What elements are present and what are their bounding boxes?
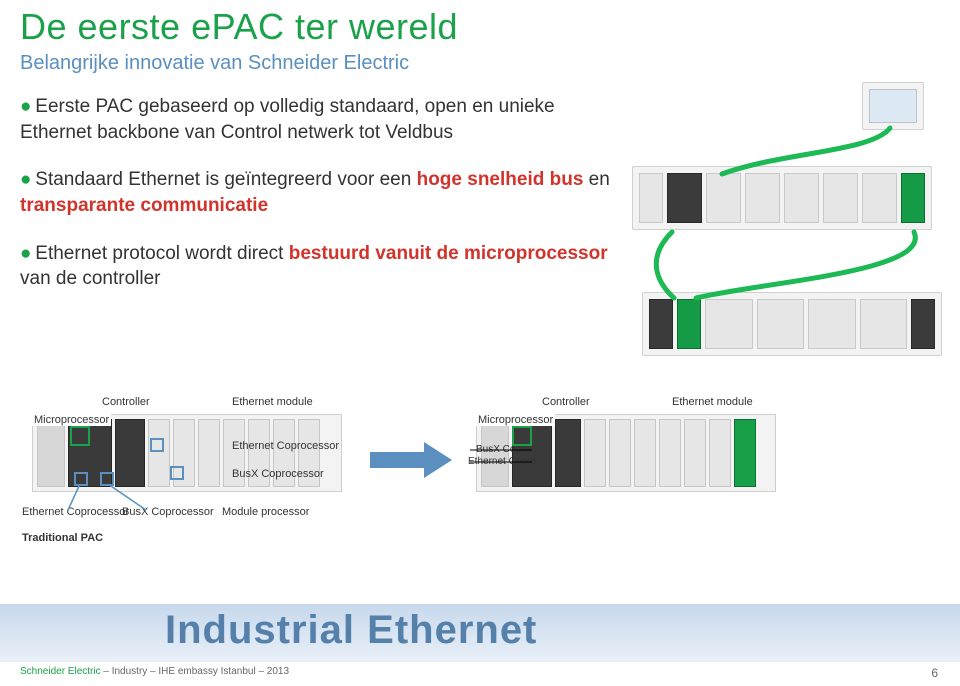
label-module-proc: Module processor (222, 506, 309, 518)
workstation-icon (862, 82, 924, 130)
label-microprocessor-right: Microprocessor (476, 414, 555, 426)
footer-brand: Schneider Electric (20, 666, 101, 677)
plc-slot (706, 173, 741, 223)
label-eth-coproc: Ethernet Coprocessor (232, 440, 339, 452)
plc-slot (784, 173, 819, 223)
highlight-microprocessor-left (70, 426, 90, 446)
plc-slot (555, 419, 581, 487)
plc-rack-lower (642, 292, 942, 356)
bullet-list: ● Eerste PAC gebaseerd op volledig stand… (20, 94, 610, 314)
bullet-3-mid: van de controller (20, 268, 160, 289)
plc-slot (634, 419, 656, 487)
bullet-2-mid: en (583, 169, 609, 190)
label-eth-coproc-bottom: Ethernet Coprocessor (22, 506, 129, 518)
plc-slot-green (901, 173, 925, 223)
plc-slot (709, 419, 731, 487)
plc-slot-green (677, 299, 701, 349)
plc-slot (860, 299, 908, 349)
plc-slot (808, 299, 856, 349)
bullet-dot-icon: ● (20, 167, 30, 193)
label-eth-copro-right: Ethernet Copro (468, 456, 536, 467)
bullet-dot-icon: ● (20, 241, 30, 267)
right-illustration (632, 82, 942, 356)
plc-slot (639, 173, 663, 223)
plc-slot (862, 173, 897, 223)
label-busx-coproc-inline: BusX Coprocessor (232, 468, 324, 480)
highlight-busx-bottom (100, 472, 114, 486)
highlight-eth-coproc-bottom (74, 472, 88, 486)
plc-rack-upper (632, 166, 932, 230)
plc-slot (823, 173, 858, 223)
label-busx-coproc-bottom: BusX Coprocessor (122, 506, 214, 518)
comparison-diagram: Controller Ethernet module Microprocesso… (22, 396, 782, 556)
slide-footer: Industrial Ethernet Schneider Electric –… (0, 604, 960, 686)
plc-slot (705, 299, 753, 349)
plc-slot-green (734, 419, 756, 487)
bullet-2-pre: Standaard Ethernet is geïntegreerd voor … (35, 169, 416, 190)
label-busx-copro-right: BusX Copro (476, 444, 530, 455)
transition-arrow-icon (370, 442, 452, 478)
plc-slot (37, 419, 65, 487)
bullet-2-hi1: hoge snelheid bus (417, 169, 584, 190)
label-eth-module-right: Ethernet module (672, 396, 753, 408)
plc-slot (745, 173, 780, 223)
bullet-1-text: Eerste PAC gebaseerd op volledig standaa… (20, 96, 555, 143)
footer-big-title: Industrial Ethernet (165, 608, 537, 653)
plc-slot (667, 173, 702, 223)
plc-slot (911, 299, 935, 349)
footer-page-number: 6 (931, 666, 938, 680)
plc-slot (198, 419, 220, 487)
highlight-microprocessor-right (512, 426, 532, 446)
label-controller-right: Controller (542, 396, 590, 408)
slide-subtitle: Belangrijke innovatie van Schneider Elec… (20, 52, 409, 75)
footer-note-rest: – Industry – IHE embassy Istanbul – 2013 (101, 666, 289, 677)
highlight-eth-coproc (150, 438, 164, 452)
slide-root: De eerste ePAC ter wereld Belangrijke in… (0, 0, 960, 686)
plc-slot (609, 419, 631, 487)
highlight-busx-coproc (170, 466, 184, 480)
plc-slot (584, 419, 606, 487)
bullet-3-hi1: bestuurd vanuit de microprocessor (289, 243, 608, 264)
bullet-3: ● Ethernet protocol wordt direct bestuur… (20, 241, 610, 292)
footer-note: Schneider Electric – Industry – IHE emba… (20, 666, 289, 677)
plc-slot (115, 419, 145, 487)
workstation-screen (869, 89, 917, 123)
label-traditional-pac: Traditional PAC (22, 532, 103, 544)
bullet-2-hi2: transparante communicatie (20, 195, 268, 216)
plc-slot (649, 299, 673, 349)
plc-slot (757, 299, 805, 349)
bullet-3-pre: Ethernet protocol wordt direct (35, 243, 288, 264)
label-controller-left: Controller (102, 396, 150, 408)
plc-slot (659, 419, 681, 487)
plc-slot (684, 419, 706, 487)
slide-title: De eerste ePAC ter wereld (20, 6, 458, 48)
bullet-2: ● Standaard Ethernet is geïntegreerd voo… (20, 167, 610, 218)
label-microprocessor-left: Microprocessor (32, 414, 111, 426)
bullet-dot-icon: ● (20, 94, 30, 120)
label-eth-module-left: Ethernet module (232, 396, 313, 408)
plc-slot (148, 419, 170, 487)
bullet-1: ● Eerste PAC gebaseerd op volledig stand… (20, 94, 610, 145)
